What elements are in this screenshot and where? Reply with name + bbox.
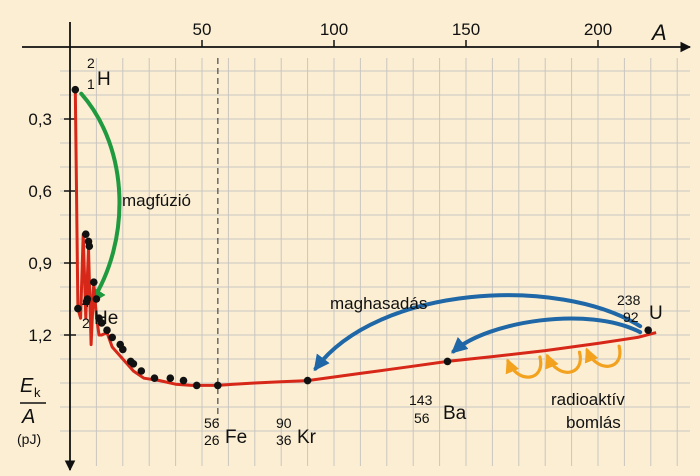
x-tick-label: 100 [320, 20, 348, 39]
data-point [179, 376, 188, 385]
nuclide-label-h: 2 1 H [87, 55, 111, 92]
decay-arrow [545, 350, 582, 374]
nuclide-label-he: 4 2 He [82, 294, 118, 331]
nuclide-u-mass: 238 [617, 292, 641, 308]
data-point [85, 242, 94, 250]
y-tick-label: 0,9 [28, 254, 52, 273]
x-tick-label: 150 [452, 20, 480, 39]
decay-label-line2: bomlás [566, 413, 621, 432]
nuclide-fe-charge: 26 [204, 432, 220, 448]
data-point [92, 295, 101, 303]
nuclide-h-charge: 1 [87, 76, 95, 92]
data-point [108, 333, 116, 342]
grid [60, 58, 690, 466]
decay-arrow [584, 344, 622, 368]
fission-label: maghasadás [330, 294, 427, 313]
nuclide-ba-charge: 56 [414, 410, 430, 426]
y-tick-label: 1,2 [28, 326, 52, 345]
y-tick-label: 0,3 [28, 110, 52, 129]
data-point [97, 319, 106, 327]
nuclide-ba-symbol: Ba [443, 403, 467, 424]
nuclide-he-symbol: He [94, 308, 118, 329]
fusion-label: magfúzió [122, 191, 191, 210]
decay-label-line1: radioaktív [551, 390, 625, 409]
fission-arrow-kr [313, 293, 643, 372]
data-point [644, 326, 652, 335]
data-point [71, 85, 80, 94]
data-point [90, 278, 98, 287]
y-ticks: 0,3 0,6 0,9 1,2 [28, 110, 76, 345]
data-point [82, 230, 90, 238]
nuclide-kr-symbol: Kr [297, 427, 317, 448]
nuclide-label-ba: 143 56 Ba [409, 392, 467, 426]
nuclide-h-mass: 2 [87, 55, 95, 71]
nuclide-he-charge: 2 [82, 315, 90, 331]
x-axis-label: A [650, 20, 667, 45]
x-tick-label: 50 [193, 20, 212, 39]
nuclide-fe-symbol: Fe [225, 427, 247, 448]
data-point [137, 367, 146, 375]
y-axis-label: E k A (pJ) [17, 375, 46, 447]
x-tick-label: 200 [584, 20, 612, 39]
nuclide-label-kr: 90 36 Kr [276, 415, 317, 448]
data-point [192, 381, 201, 390]
nuclide-fe-mass: 56 [204, 415, 220, 431]
data-point [150, 374, 159, 383]
x-ticks: 50 100 150 200 [193, 20, 612, 47]
binding-energy-curve [73, 89, 657, 387]
data-point [166, 374, 175, 383]
fusion-arrow [79, 91, 122, 305]
decay-arrows [505, 344, 622, 379]
data-point [103, 326, 111, 335]
y-axis-label-sub: k [34, 385, 41, 400]
nuclide-he-mass: 4 [82, 294, 90, 310]
fission-arrow-ba [451, 316, 643, 354]
decay-arrow [505, 355, 543, 379]
nuclide-label-fe: 56 26 Fe [204, 415, 247, 448]
y-axis-unit: (pJ) [17, 431, 41, 447]
nuclide-u-symbol: U [649, 303, 663, 324]
nuclide-kr-mass: 90 [276, 415, 292, 431]
data-point [443, 357, 452, 366]
nuclide-h-symbol: H [97, 69, 111, 90]
data-point [83, 295, 92, 303]
data-points [71, 85, 652, 390]
y-axis-label-a: A [21, 406, 35, 428]
data-point [303, 376, 312, 385]
y-tick-label: 0,6 [28, 182, 52, 201]
data-point [214, 381, 222, 390]
data-point [129, 360, 138, 368]
data-point [119, 345, 127, 354]
nuclide-label-u: 238 92 U [617, 292, 663, 325]
nuclide-kr-charge: 36 [276, 432, 292, 448]
nuclide-u-charge: 92 [623, 309, 639, 325]
y-axis-label-e: E [20, 375, 34, 397]
data-point [74, 304, 82, 313]
nuclide-ba-mass: 143 [409, 392, 433, 408]
